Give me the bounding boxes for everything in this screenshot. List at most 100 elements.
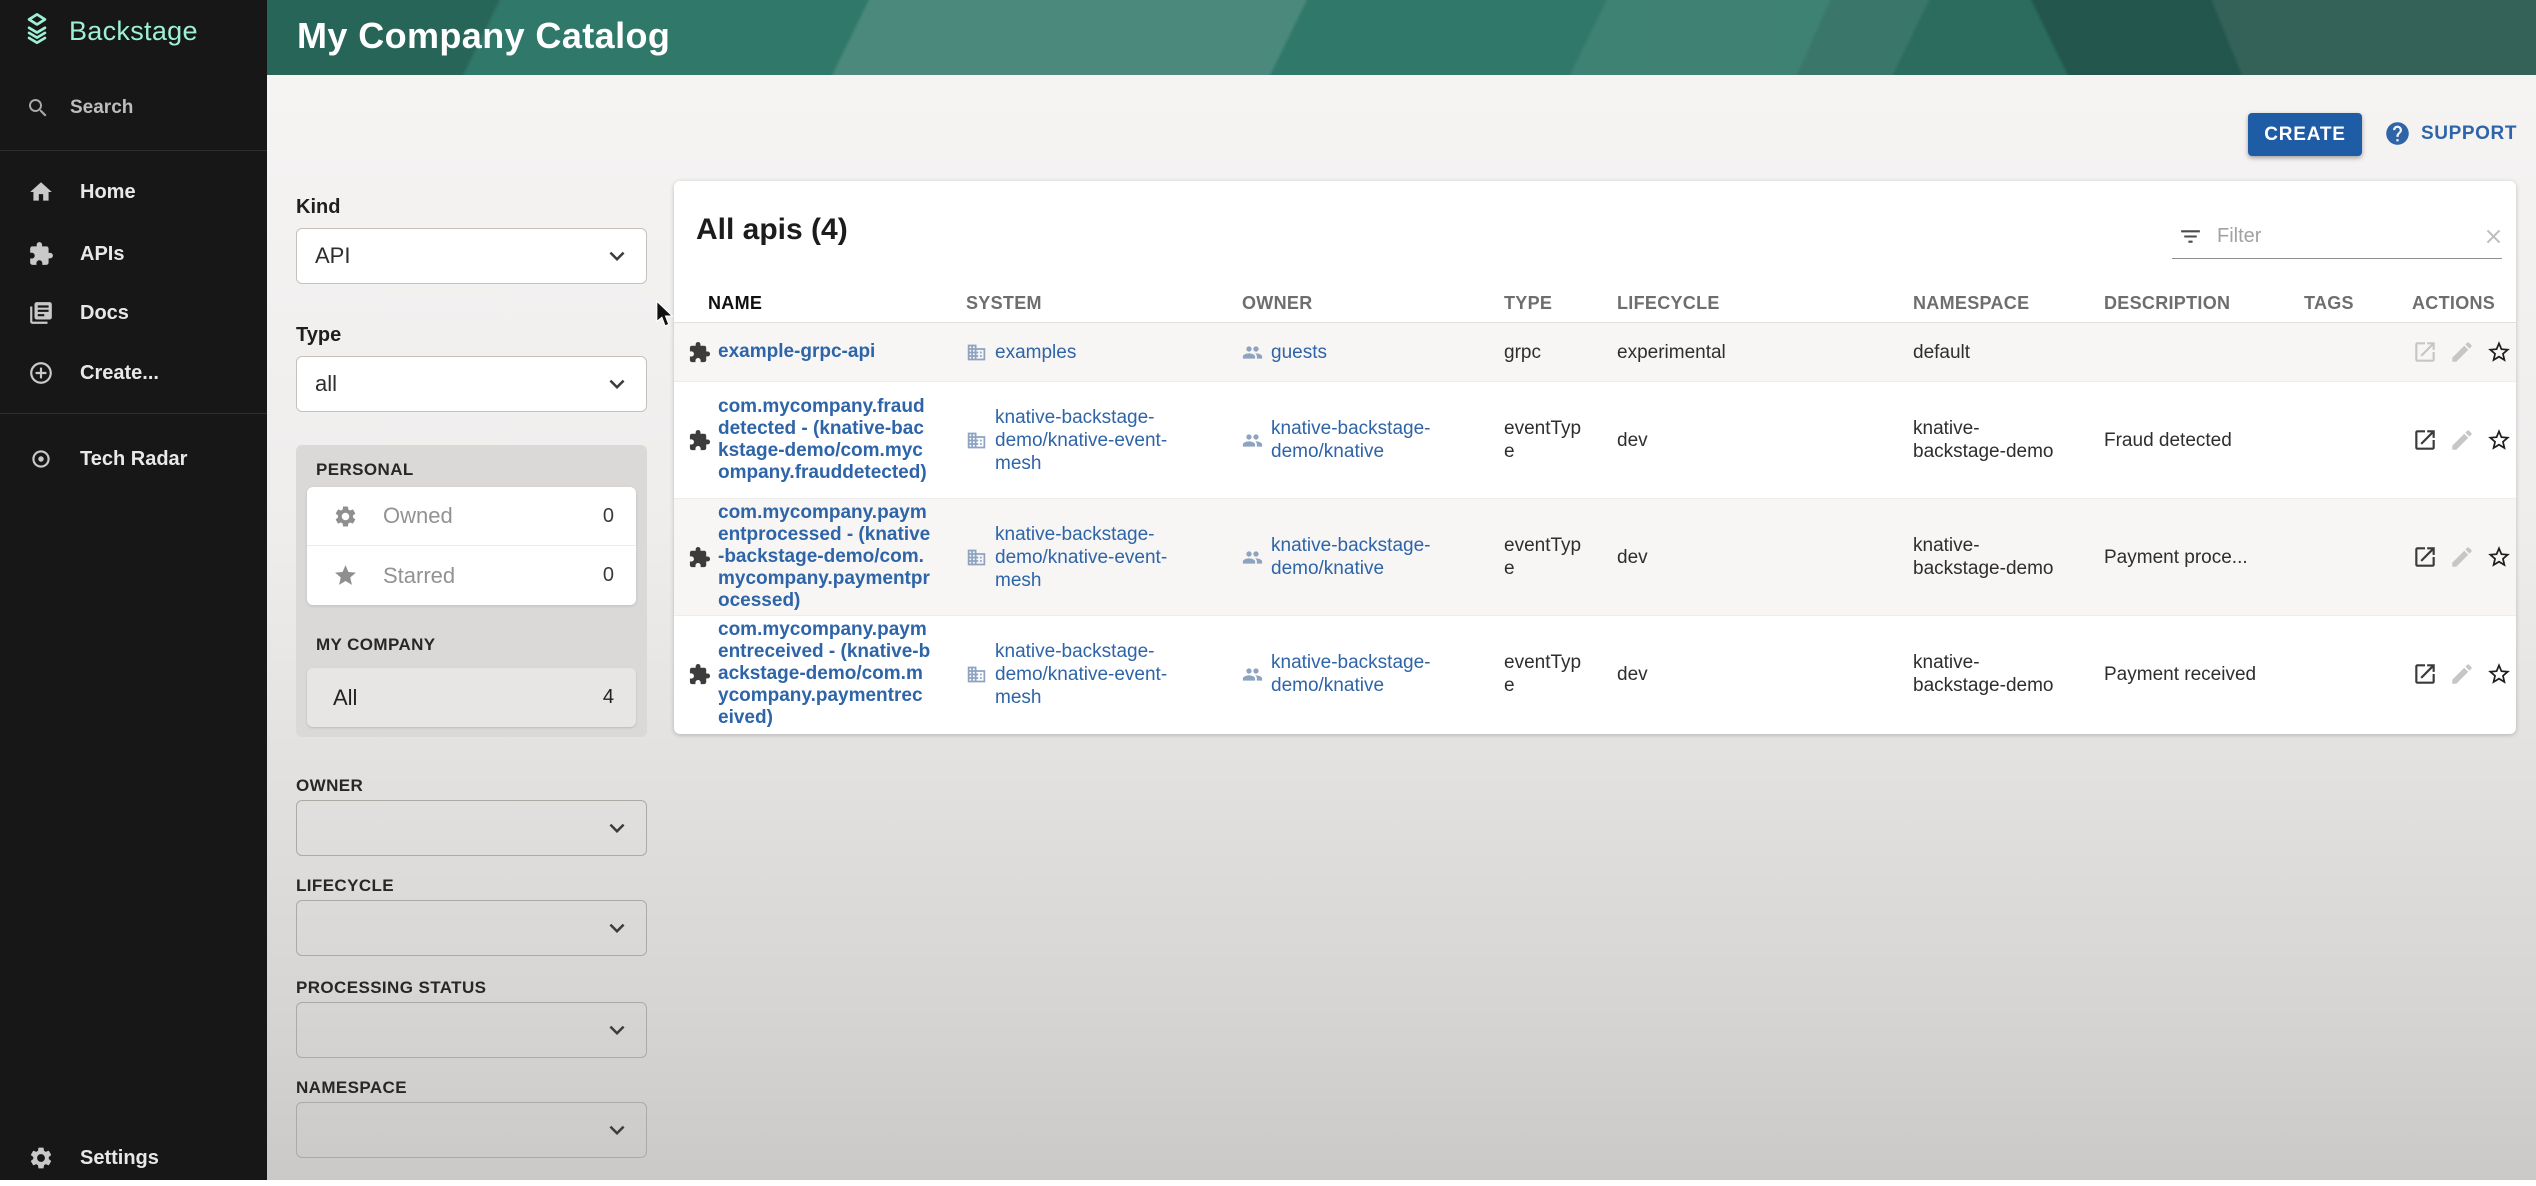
- mouse-cursor: [655, 300, 677, 330]
- col-system[interactable]: SYSTEM: [966, 292, 1042, 313]
- sidebar-item-label: Docs: [80, 301, 129, 324]
- filter-input[interactable]: [2217, 225, 2482, 248]
- processing-status-filter-label: PROCESSING STATUS: [296, 978, 487, 997]
- owner-link[interactable]: knative-backstage-demo/knative: [1271, 535, 1431, 579]
- search-icon: [26, 96, 50, 120]
- edit-icon[interactable]: [2449, 544, 2475, 570]
- filter-owned[interactable]: Owned 0: [307, 487, 636, 546]
- open-in-new-icon[interactable]: [2412, 339, 2438, 365]
- brand-name: Backstage: [69, 15, 198, 46]
- owner-filter-label: OWNER: [296, 776, 364, 795]
- system-icon: [966, 664, 987, 685]
- starred-label: Starred: [383, 562, 456, 588]
- sidebar-search[interactable]: Search: [26, 96, 133, 120]
- chevron-down-icon: [602, 1015, 632, 1045]
- sidebar-item-apis[interactable]: APIs: [0, 226, 267, 282]
- filter-starred[interactable]: Starred 0: [307, 546, 636, 605]
- chevron-down-icon: [602, 241, 632, 271]
- chevron-down-icon: [602, 813, 632, 843]
- sidebar-item-label: Tech Radar: [80, 447, 188, 470]
- brand-logo[interactable]: Backstage: [18, 12, 198, 50]
- personal-card: Owned 0 Starred 0: [307, 487, 636, 605]
- edit-icon[interactable]: [2449, 427, 2475, 453]
- close-icon[interactable]: [2482, 225, 2505, 248]
- edit-icon[interactable]: [2449, 661, 2475, 687]
- star-outline-icon[interactable]: [2486, 661, 2512, 687]
- col-actions[interactable]: ACTIONS: [2412, 292, 2496, 313]
- page-title: My Company Catalog: [297, 15, 671, 56]
- filter-icon: [2178, 224, 2203, 249]
- personal-filter-panel: PERSONAL Owned 0 Starred 0 MY COMPANY Al…: [296, 445, 647, 737]
- sidebar-item-settings[interactable]: Settings: [0, 1130, 267, 1186]
- owner-group-icon: [1242, 547, 1263, 568]
- owner-link[interactable]: guests: [1271, 341, 1327, 363]
- system-link[interactable]: knative-backstage-demo/knative-event-mes…: [995, 523, 1168, 591]
- col-lifecycle[interactable]: LIFECYCLE: [1617, 292, 1720, 313]
- sidebar-divider: [0, 150, 267, 151]
- type-value: eventType: [1504, 535, 1582, 579]
- col-description[interactable]: DESCRIPTION: [2104, 292, 2231, 313]
- entity-name-link[interactable]: com.mycompany.paymentreceived - (knative…: [718, 619, 931, 728]
- system-icon: [966, 342, 987, 363]
- open-in-new-icon[interactable]: [2412, 544, 2438, 570]
- entity-name-link[interactable]: com.mycompany.paymentprocessed - (knativ…: [718, 502, 931, 611]
- api-puzzle-icon: [688, 663, 711, 686]
- home-icon: [28, 179, 54, 205]
- open-in-new-icon[interactable]: [2412, 661, 2438, 687]
- sidebar-item-home[interactable]: Home: [0, 164, 267, 220]
- entity-name-link[interactable]: example-grpc-api: [718, 341, 876, 362]
- star-outline-icon[interactable]: [2486, 544, 2512, 570]
- entity-name-link[interactable]: com.mycompany.frauddetected - (knative-b…: [718, 396, 927, 483]
- owner-link[interactable]: knative-backstage-demo/knative: [1271, 652, 1431, 696]
- description-value: Payment received: [2104, 663, 2257, 685]
- filter-all[interactable]: All 4: [307, 668, 636, 727]
- catalog-table-card: All apis (4) NAME SYSTEM OWNER TYPE LIFE…: [674, 181, 2516, 734]
- col-tags[interactable]: TAGS: [2304, 292, 2354, 313]
- namespace-value: default: [1913, 341, 1971, 363]
- kind-select[interactable]: API: [296, 228, 647, 284]
- lifecycle-select[interactable]: [296, 900, 647, 956]
- gear-icon: [333, 504, 358, 529]
- star-outline-icon[interactable]: [2486, 427, 2512, 453]
- api-puzzle-icon: [688, 546, 711, 569]
- sidebar-item-label: Home: [80, 180, 136, 203]
- star-outline-icon[interactable]: [2486, 339, 2512, 365]
- processing-status-select[interactable]: [296, 1002, 647, 1058]
- sidebar-item-tech-radar[interactable]: Tech Radar: [0, 431, 267, 487]
- namespace-select[interactable]: [296, 1102, 647, 1158]
- system-link[interactable]: examples: [995, 341, 1077, 363]
- table-row: example-grpc-api examples guests grpc ex…: [674, 323, 2516, 381]
- type-value: grpc: [1504, 341, 1541, 363]
- owner-select[interactable]: [296, 800, 647, 856]
- kind-filter-label: Kind: [296, 196, 341, 218]
- system-link[interactable]: knative-backstage-demo/knative-event-mes…: [995, 640, 1168, 708]
- col-owner[interactable]: OWNER: [1242, 292, 1313, 313]
- sidebar-item-create[interactable]: Create...: [0, 345, 267, 401]
- support-button[interactable]: SUPPORT: [2384, 120, 2517, 147]
- type-filter-label: Type: [296, 324, 342, 346]
- open-in-new-icon[interactable]: [2412, 427, 2438, 453]
- all-count: 4: [602, 686, 614, 708]
- create-button[interactable]: CREATE: [2248, 113, 2362, 156]
- col-name[interactable]: NAME: [708, 292, 763, 313]
- puzzle-icon: [28, 241, 54, 267]
- kind-select-value: API: [315, 243, 351, 268]
- type-value: eventType: [1504, 418, 1582, 462]
- col-type[interactable]: TYPE: [1504, 292, 1553, 313]
- owned-count: 0: [602, 504, 614, 527]
- lifecycle-value: dev: [1617, 429, 1648, 451]
- col-namespace[interactable]: NAMESPACE: [1913, 292, 2030, 313]
- lifecycle-value: dev: [1617, 546, 1648, 568]
- namespace-value: knative-backstage-demo: [1913, 535, 2054, 579]
- backstage-logo-icon: [18, 12, 56, 50]
- type-select[interactable]: all: [296, 356, 647, 412]
- owner-link[interactable]: knative-backstage-demo/knative: [1271, 418, 1431, 462]
- system-link[interactable]: knative-backstage-demo/knative-event-mes…: [995, 406, 1168, 474]
- edit-icon[interactable]: [2449, 339, 2475, 365]
- system-icon: [966, 547, 987, 568]
- sidebar-item-docs[interactable]: Docs: [0, 285, 267, 341]
- gear-icon: [28, 1145, 54, 1171]
- sidebar-item-label: Settings: [80, 1146, 159, 1169]
- namespace-value: knative-backstage-demo: [1913, 418, 2054, 462]
